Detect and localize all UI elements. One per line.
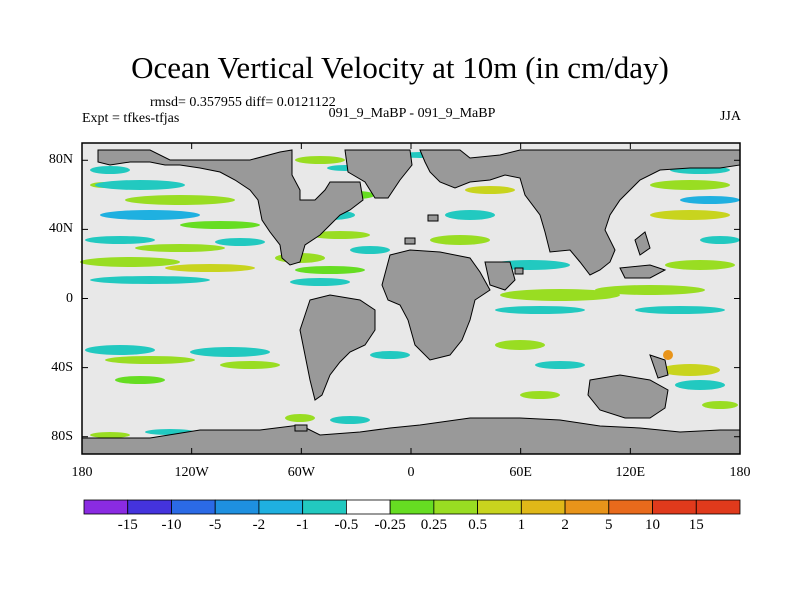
- greenland: [344, 149, 413, 199]
- south-america: [299, 294, 376, 401]
- japan: [634, 231, 651, 256]
- colorbar-label: 1: [517, 517, 526, 533]
- stats-label: rmsd= 0.357955 diff= 0.0121122: [150, 95, 336, 110]
- x-tick-label: 0: [407, 465, 415, 480]
- indonesia: [619, 264, 667, 279]
- y-tick-label: 0: [66, 290, 73, 306]
- colorbar-label: -0.25: [374, 517, 406, 533]
- colorbar-box: [564, 499, 610, 515]
- colorbar-box: [302, 499, 347, 515]
- axis-ticks: [81, 143, 741, 454]
- colorbar-label: 10: [645, 517, 661, 533]
- colorbar-label: -15: [117, 517, 138, 533]
- comparison-label: 091_9_MaBP - 091_9_MaBP: [328, 106, 496, 121]
- colorbar-box: [477, 499, 522, 515]
- anomaly-patches: [80, 152, 740, 438]
- colorbar-label: 0.25: [420, 517, 447, 533]
- africa: [381, 249, 491, 361]
- land-masses: [81, 149, 741, 455]
- new-zealand: [649, 354, 669, 379]
- colorbar-box: [389, 499, 435, 515]
- colorbar-box: [127, 499, 172, 515]
- antarctica: [81, 417, 741, 455]
- colorbar-box: [214, 499, 260, 515]
- colorbar-box: [171, 499, 216, 515]
- x-tick-label: 120W: [174, 465, 209, 480]
- experiment-label: Expt = tfkes-tfjas: [82, 111, 180, 126]
- colorbar-label: -2: [252, 517, 266, 533]
- colorbar-box: [345, 499, 391, 515]
- x-tick-label: 180: [71, 465, 93, 480]
- x-tick-label: 60E: [509, 465, 532, 480]
- y-tick-label: 80N: [48, 152, 73, 168]
- y-tick-label: 40S: [51, 359, 73, 375]
- colorbar-box: [695, 499, 741, 515]
- y-tick-label: 40N: [48, 221, 73, 237]
- x-tick-label: 180: [729, 465, 751, 480]
- colorbar-label: 0.5: [468, 517, 487, 533]
- x-tick-label: 120E: [615, 465, 646, 480]
- map-title: Ocean Vertical Velocity at 10m (in cm/da…: [131, 50, 669, 85]
- colorbar-label: -0.5: [334, 517, 359, 533]
- colorbar-label: -5: [208, 517, 222, 533]
- colorbar-label: 5: [605, 517, 613, 533]
- arabia: [484, 261, 516, 291]
- colorbar-box: [652, 499, 697, 515]
- australia: [587, 374, 669, 419]
- colorbar-box: [433, 499, 479, 515]
- colorbar-label: -10: [161, 517, 182, 533]
- colorbar-box: [258, 499, 304, 515]
- colorbar-box: [520, 499, 566, 515]
- colorbar-label: -1: [296, 517, 309, 533]
- colorbar-box: [608, 499, 653, 515]
- season-label: JJA: [719, 109, 741, 124]
- colorbar-label: 2: [561, 517, 569, 533]
- colorbar-label: 15: [688, 517, 704, 533]
- colorbar-box: [83, 499, 129, 515]
- north-america: [97, 149, 364, 266]
- y-tick-label: 80S: [51, 428, 73, 444]
- x-tick-label: 60W: [287, 465, 315, 480]
